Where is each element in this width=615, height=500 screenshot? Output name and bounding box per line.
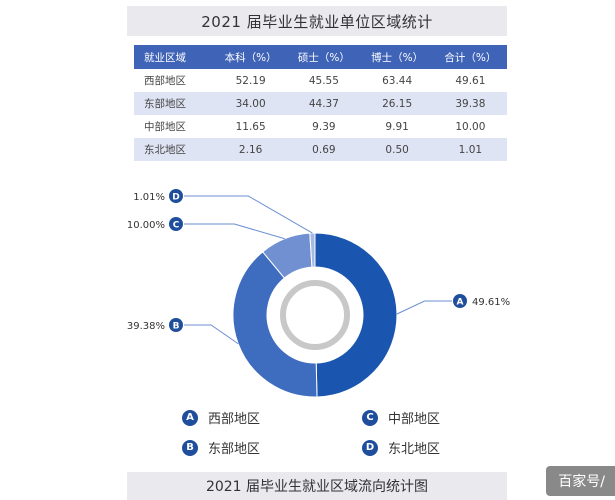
legend-item-a: A 西部地区 xyxy=(182,408,260,427)
table-row: 中部地区 11.65 9.39 9.91 10.00 xyxy=(134,115,507,138)
data-label-b: 39.38% xyxy=(127,321,165,332)
table-row: 西部地区 52.19 45.55 63.44 49.61 xyxy=(134,69,507,92)
cell-value: 10.00 xyxy=(455,120,486,133)
watermark: 百家号/ xyxy=(546,466,615,496)
label-letter-d: D xyxy=(172,193,179,203)
leader-line-a xyxy=(396,300,452,315)
label-badge-d xyxy=(169,189,183,203)
cell-region: 东部地区 xyxy=(134,92,214,115)
legend-label: 东北地区 xyxy=(388,442,441,457)
legend-label: 西部地区 xyxy=(208,412,261,427)
header-master: 硕士（%） xyxy=(287,45,361,69)
legend-item-b: B 东部地区 xyxy=(182,438,260,457)
cell-region: 西部地区 xyxy=(144,75,186,87)
data-label-c: 10.00% xyxy=(127,220,165,231)
legend: A 西部地区 C 中部地区 B 东部地区 D 东北地区 xyxy=(0,402,615,462)
label-badge-a xyxy=(453,294,467,308)
donut-chart: A 49.61% B 39.38% C 10.00% D 1.01% xyxy=(127,189,510,398)
label-letter-b: B xyxy=(173,322,180,332)
label-badge-c xyxy=(169,217,183,231)
header-total: 合计（%） xyxy=(433,45,507,69)
label-letter-c: C xyxy=(173,221,180,231)
cell-value: 39.38 xyxy=(433,92,507,115)
cell-region: 中部地区 xyxy=(144,121,186,133)
donut-slice-a xyxy=(314,232,398,398)
header-region: 就业区域 xyxy=(134,45,214,69)
leader-line-d xyxy=(184,195,313,234)
donut-slice-b xyxy=(232,251,318,398)
cell-value: 63.44 xyxy=(382,74,413,87)
cell-value: 34.00 xyxy=(214,92,288,115)
leader-line-c xyxy=(184,223,285,240)
region-table: 就业区域 本科（%） 硕士（%） 博士（%） 合计（%） 西部地区 52.19 … xyxy=(134,45,507,161)
cell-value: 45.55 xyxy=(308,74,339,87)
letter-badge: D xyxy=(362,439,378,456)
data-label-d: 1.01% xyxy=(133,192,165,203)
cell-value: 9.91 xyxy=(385,120,409,133)
legend-label: 东部地区 xyxy=(208,442,261,457)
leader-line-b xyxy=(184,324,239,345)
legend-label: 中部地区 xyxy=(388,412,441,427)
cell-value: 0.50 xyxy=(360,138,434,161)
cell-value: 2.16 xyxy=(214,138,288,161)
table-header-row: 就业区域 本科（%） 硕士（%） 博士（%） 合计（%） xyxy=(134,45,507,69)
cell-value: 44.37 xyxy=(287,92,361,115)
table-row: 东部地区 34.00 44.37 26.15 39.38 xyxy=(134,92,507,115)
cell-value: 11.65 xyxy=(235,120,266,133)
cell-region: 东北地区 xyxy=(134,138,214,161)
letter-badge: B xyxy=(182,439,198,456)
chart-footer-title: 2021 届毕业生就业区域流向统计图 xyxy=(127,472,507,500)
cell-value: 0.69 xyxy=(287,138,361,161)
data-label-a: 49.61% xyxy=(472,297,510,308)
letter-badge: C xyxy=(362,409,378,426)
cell-value: 1.01 xyxy=(433,138,507,161)
label-badge-b xyxy=(169,318,183,332)
table-row: 东北地区 2.16 0.69 0.50 1.01 xyxy=(134,138,507,161)
legend-item-c: C 中部地区 xyxy=(362,408,440,427)
cell-value: 49.61 xyxy=(455,74,486,87)
inner-ring xyxy=(280,280,350,350)
cell-value: 26.15 xyxy=(360,92,434,115)
header-undergrad: 本科（%） xyxy=(214,45,288,69)
label-letter-a: A xyxy=(457,298,464,308)
table-title: 2021 届毕业生就业单位区域统计 xyxy=(127,6,507,36)
header-doctor: 博士（%） xyxy=(360,45,434,69)
cell-value: 52.19 xyxy=(235,74,266,87)
legend-item-d: D 东北地区 xyxy=(362,438,440,457)
cell-value: 9.39 xyxy=(312,120,336,133)
letter-badge: A xyxy=(182,409,198,426)
